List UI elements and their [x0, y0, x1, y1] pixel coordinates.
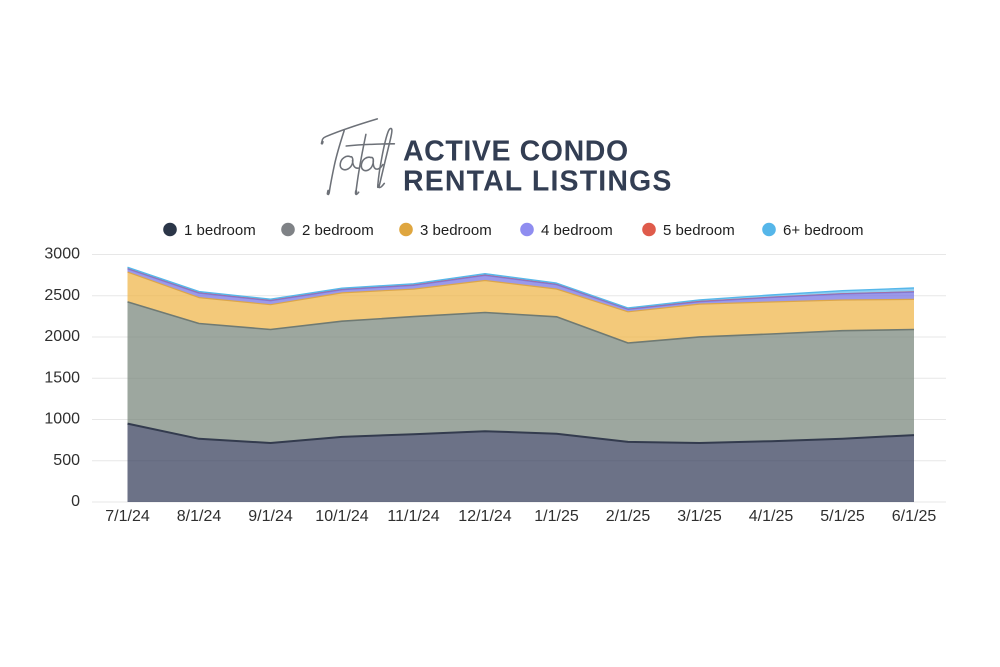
- svg-text:3 bedroom: 3 bedroom: [420, 222, 492, 239]
- svg-text:6/1/25: 6/1/25: [892, 508, 937, 525]
- svg-text:11/1/24: 11/1/24: [387, 508, 439, 525]
- svg-text:2 bedroom: 2 bedroom: [302, 222, 374, 239]
- svg-text:2/1/25: 2/1/25: [606, 508, 651, 525]
- svg-text:2500: 2500: [44, 287, 80, 304]
- svg-text:8/1/24: 8/1/24: [177, 508, 222, 525]
- svg-text:3000: 3000: [44, 246, 80, 263]
- svg-text:1/1/25: 1/1/25: [534, 508, 579, 525]
- svg-text:6+ bedroom: 6+ bedroom: [783, 222, 863, 239]
- svg-text:1 bedroom: 1 bedroom: [184, 222, 256, 239]
- svg-text:ACTIVE CONDO: ACTIVE CONDO: [403, 136, 629, 168]
- svg-text:5/1/25: 5/1/25: [820, 508, 865, 525]
- svg-text:9/1/24: 9/1/24: [248, 508, 293, 525]
- svg-text:5 bedroom: 5 bedroom: [663, 222, 735, 239]
- svg-text:3/1/25: 3/1/25: [677, 508, 722, 525]
- svg-text:10/1/24: 10/1/24: [315, 508, 368, 525]
- svg-text:0: 0: [71, 493, 80, 510]
- svg-text:4 bedroom: 4 bedroom: [541, 222, 613, 239]
- svg-text:1500: 1500: [44, 369, 80, 386]
- svg-text:RENTAL LISTINGS: RENTAL LISTINGS: [403, 166, 673, 198]
- svg-text:500: 500: [53, 452, 80, 469]
- svg-text:2000: 2000: [44, 328, 80, 345]
- svg-text:4/1/25: 4/1/25: [749, 508, 794, 525]
- svg-text:1000: 1000: [44, 411, 80, 428]
- svg-text:7/1/24: 7/1/24: [105, 508, 150, 525]
- svg-text:12/1/24: 12/1/24: [458, 508, 511, 525]
